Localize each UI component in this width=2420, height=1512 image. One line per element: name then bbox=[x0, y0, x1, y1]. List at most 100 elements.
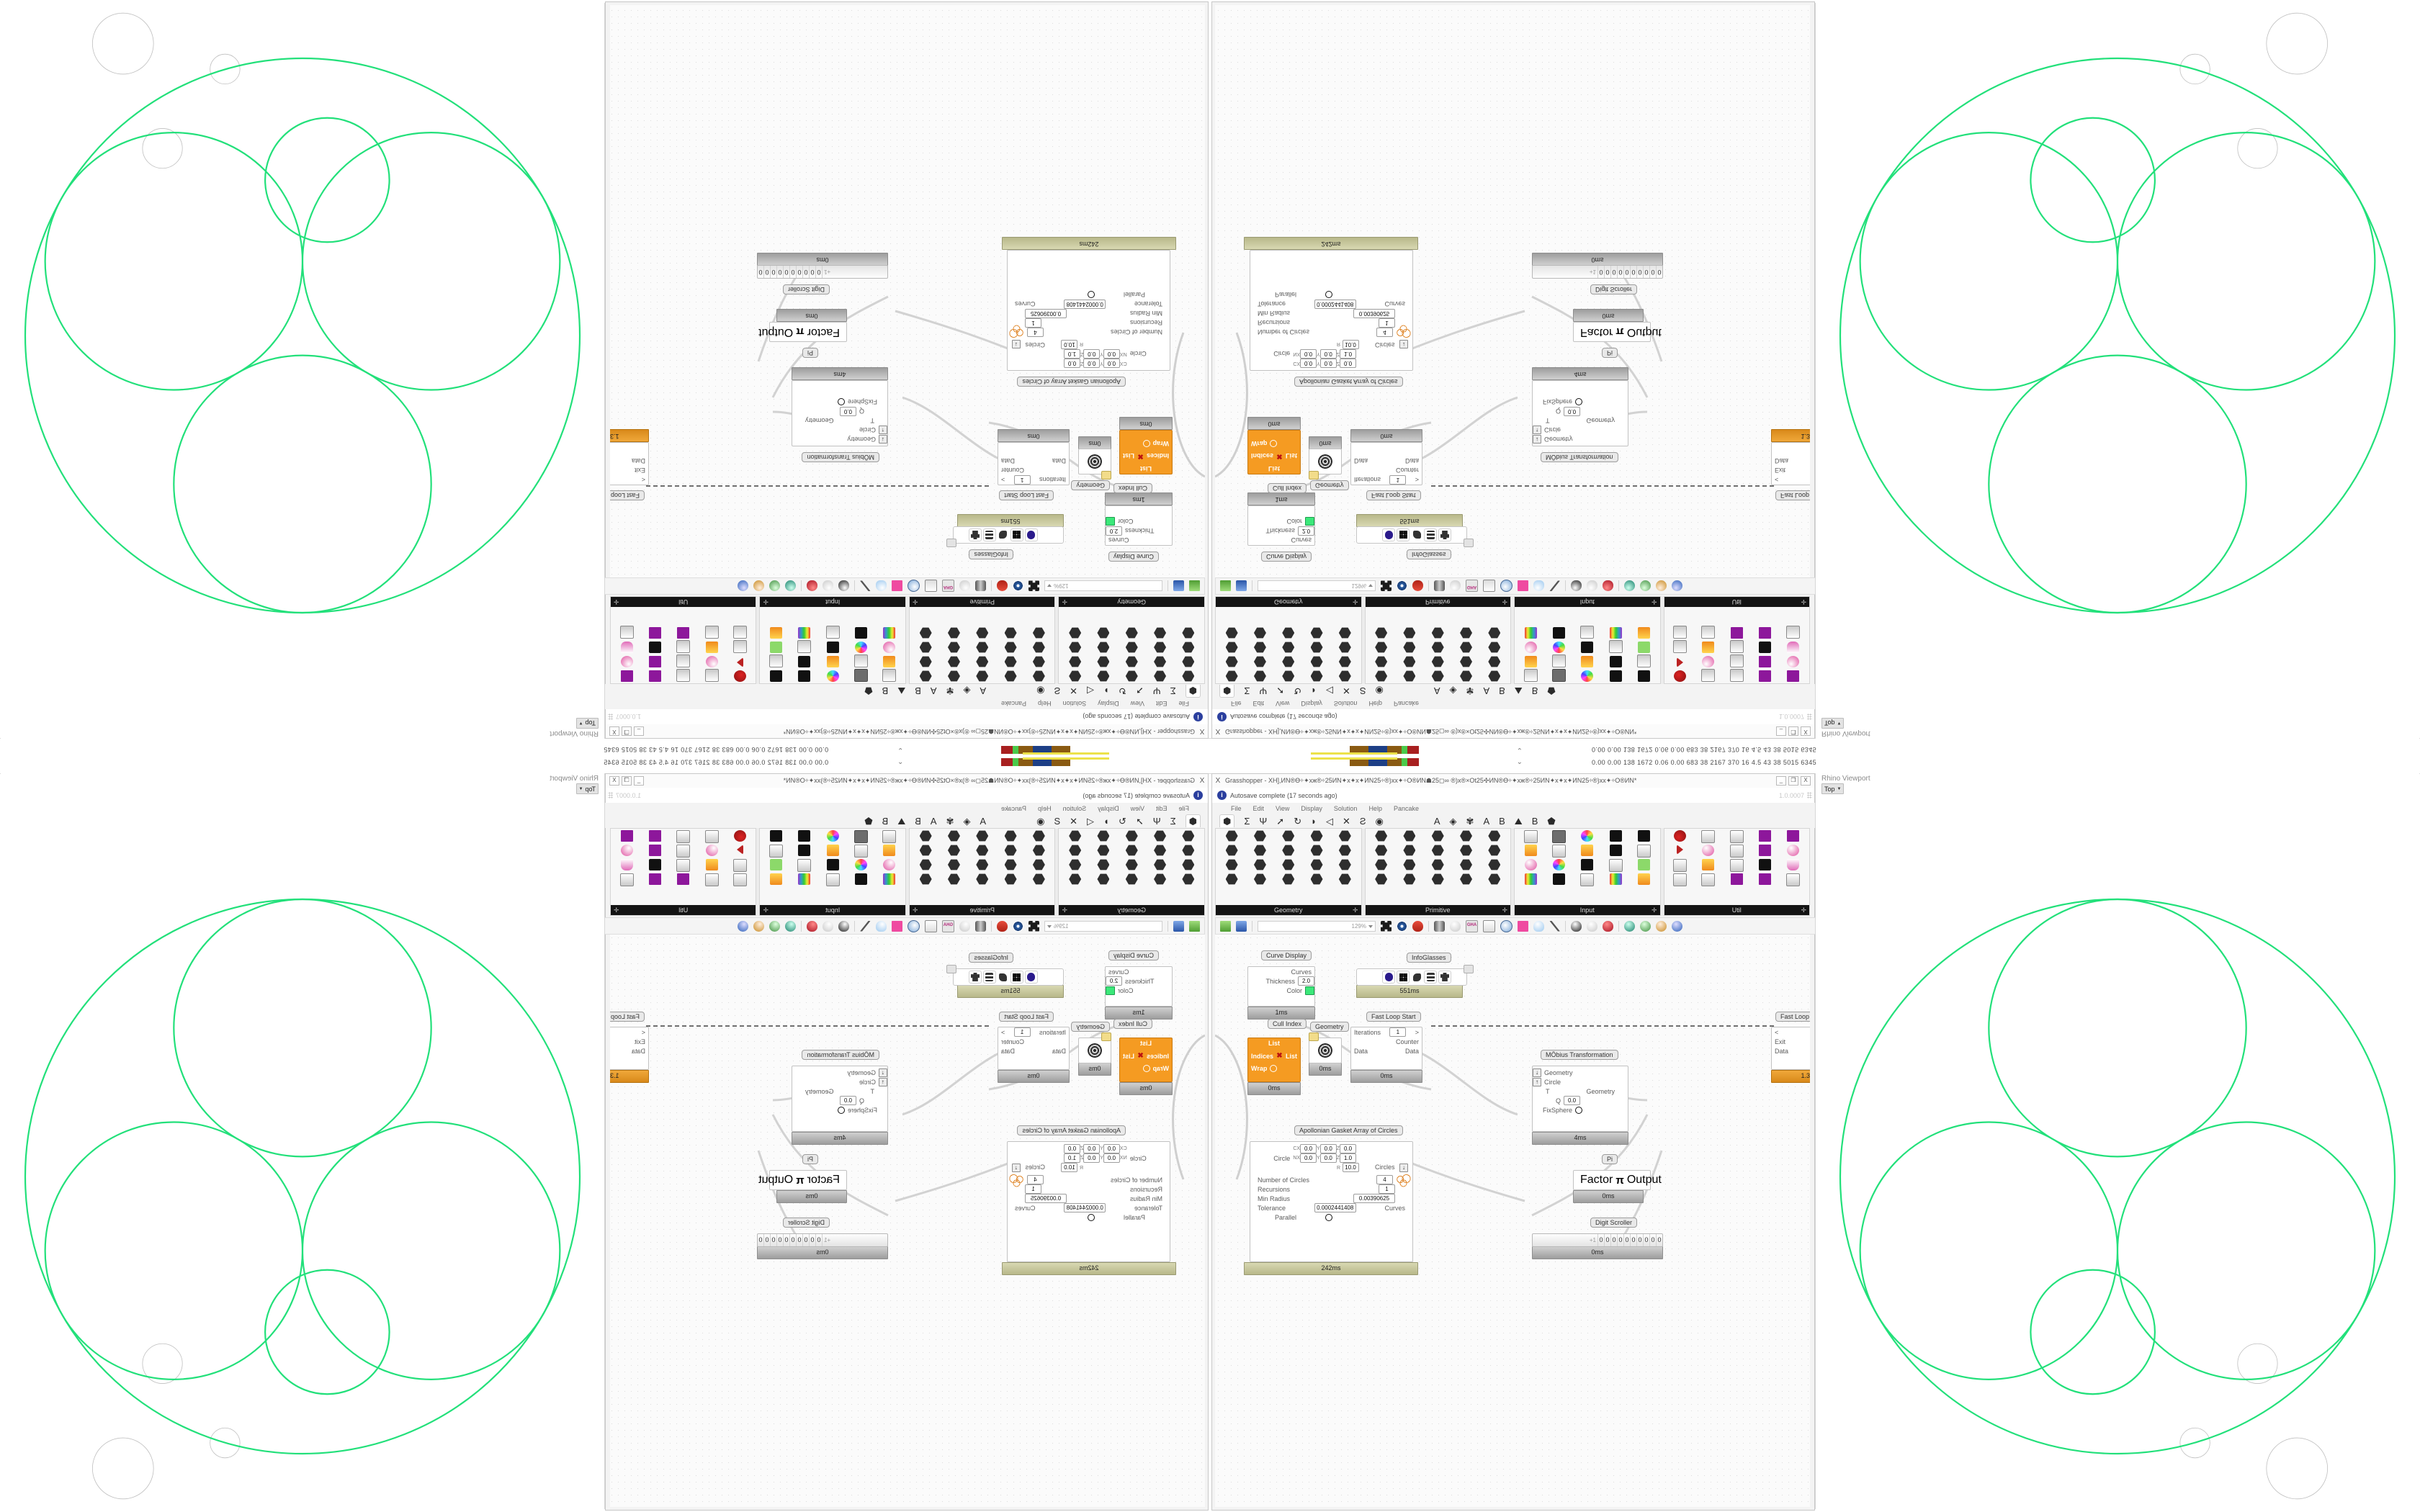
tab-display-icon[interactable]: ◉ bbox=[1375, 685, 1384, 697]
component-icon-0-12[interactable] bbox=[1126, 859, 1138, 870]
digit-8[interactable]: 0 bbox=[1649, 266, 1656, 278]
resize-grip-icon[interactable] bbox=[608, 714, 613, 720]
tab-intersect-icon[interactable]: ✕ bbox=[1342, 815, 1350, 827]
doc-preview-green-icon[interactable] bbox=[1640, 920, 1651, 932]
grid-icon[interactable] bbox=[1010, 528, 1023, 541]
component-icon-0-19[interactable] bbox=[1069, 873, 1081, 885]
tab-a2-icon[interactable]: A bbox=[930, 685, 937, 697]
tab-display-icon[interactable]: ◉ bbox=[1375, 815, 1384, 827]
menu-item-pancake[interactable]: Pancake bbox=[1001, 700, 1027, 708]
component-icon-2-13[interactable] bbox=[1608, 859, 1623, 872]
component-icon-2-7[interactable] bbox=[826, 845, 839, 856]
node-caption-geometry-param[interactable]: Geometry bbox=[1071, 480, 1110, 490]
cull-index-balloon-icon[interactable] bbox=[1309, 1032, 1319, 1041]
component-icon-1-13[interactable] bbox=[948, 642, 960, 653]
tab-params-icon[interactable]: ⬢ bbox=[1219, 685, 1235, 698]
iterations-value[interactable]: 1 bbox=[1013, 1027, 1031, 1037]
radius-value[interactable]: 10.0 bbox=[1061, 340, 1078, 349]
node-caption-curve-display[interactable]: Curve Display bbox=[1108, 552, 1159, 562]
component-icon-2-12[interactable] bbox=[1581, 642, 1594, 653]
component-icon-3-1[interactable] bbox=[704, 669, 719, 682]
node-caption-infoglasses[interactable]: InfoGlasses bbox=[969, 953, 1013, 963]
zoom-extents-icon[interactable] bbox=[1028, 581, 1039, 592]
component-icon-2-19[interactable] bbox=[1637, 627, 1650, 639]
component-icon-0-17[interactable] bbox=[1282, 873, 1295, 885]
component-icon-1-19[interactable] bbox=[1488, 627, 1500, 639]
component-icon-3-12[interactable] bbox=[1729, 640, 1744, 653]
component-icon-2-9[interactable] bbox=[769, 654, 784, 667]
preview-icon[interactable] bbox=[1013, 580, 1023, 592]
node-fast-loop-start[interactable]: Iterations 1 > Counter Data Data bbox=[998, 442, 1070, 485]
component-icon-0-4[interactable] bbox=[1069, 670, 1081, 682]
node-caption-pi[interactable]: Pi bbox=[802, 1154, 818, 1164]
remote-panel-icon[interactable] bbox=[1533, 920, 1544, 932]
tab-curve-icon[interactable]: ↻ bbox=[1118, 685, 1126, 697]
component-icon-1-0[interactable] bbox=[1033, 670, 1045, 682]
arrow-down-icon[interactable]: ↓ bbox=[879, 435, 887, 444]
component-icon-2-5[interactable] bbox=[1524, 656, 1537, 667]
menu-item-help[interactable]: Help bbox=[1368, 804, 1382, 812]
component-icon-0-15[interactable] bbox=[1182, 873, 1194, 885]
component-icon-2-2[interactable] bbox=[1581, 830, 1594, 842]
tab-a-icon[interactable]: A bbox=[980, 685, 987, 697]
gh-close-icon[interactable]: X bbox=[1215, 727, 1221, 735]
tolerance-value[interactable]: 0.0002441408 bbox=[1064, 300, 1106, 309]
component-icon-0-14[interactable] bbox=[1069, 859, 1081, 870]
component-icon-1-9[interactable] bbox=[920, 845, 932, 856]
stack-icon[interactable] bbox=[983, 971, 996, 984]
component-icon-2-19[interactable] bbox=[770, 627, 783, 639]
component-icon-1-2[interactable] bbox=[976, 830, 988, 842]
digit-0[interactable]: 0 bbox=[1597, 1234, 1604, 1246]
viewport-projection-dropdown[interactable]: Top ▼ bbox=[575, 718, 599, 729]
wire-display-icon[interactable] bbox=[1549, 920, 1560, 932]
tab-bug-icon[interactable]: ⬟ bbox=[1547, 815, 1556, 827]
search-icon[interactable] bbox=[1500, 580, 1512, 593]
node-caption-infoglasses[interactable]: InfoGlasses bbox=[1407, 953, 1451, 963]
ribbon-icon-grid[interactable] bbox=[611, 607, 756, 683]
node-mobius[interactable]: ↓ Geometry ↑ Circle T Geometry Q 0.0 Fix… bbox=[792, 380, 888, 446]
stack-icon[interactable] bbox=[1424, 971, 1437, 984]
node-caption-apollonian[interactable]: Apollonian Gasket Array of Circles bbox=[1294, 1125, 1403, 1135]
ribbon-group-expand-icon[interactable]: ✛ bbox=[1801, 906, 1806, 914]
component-icon-0-17[interactable] bbox=[1282, 627, 1294, 639]
node-curve-display[interactable]: Curves Thickness 2.0 Color bbox=[1105, 966, 1173, 1007]
digit-7[interactable]: 0 bbox=[771, 1234, 777, 1246]
cluster-icon[interactable] bbox=[1434, 580, 1445, 592]
wire-display-icon[interactable] bbox=[1549, 581, 1560, 592]
tab-brain-icon[interactable]: ✾ bbox=[1466, 815, 1474, 827]
zoom-level-field[interactable]: 129% bbox=[1258, 580, 1376, 592]
thickness-value[interactable]: 2.0 bbox=[1106, 526, 1122, 536]
component-icon-3-6[interactable] bbox=[705, 845, 718, 856]
component-icon-3-15[interactable] bbox=[732, 873, 747, 886]
component-icon-0-6[interactable] bbox=[1154, 656, 1166, 667]
search-icon[interactable] bbox=[1500, 919, 1512, 932]
ribbon-icon-grid[interactable] bbox=[611, 829, 756, 905]
blob-icon[interactable] bbox=[998, 529, 1009, 541]
component-icon-1-4[interactable] bbox=[1488, 670, 1500, 682]
component-icon-1-5[interactable] bbox=[1033, 845, 1045, 856]
ribbon-group-util[interactable]: Util ✛ bbox=[1663, 596, 1810, 684]
component-icon-2-18[interactable] bbox=[1609, 627, 1622, 639]
doc-preview-green-icon[interactable] bbox=[769, 920, 780, 932]
infoglasses-balloon-icon[interactable] bbox=[1464, 539, 1474, 547]
component-icon-3-6[interactable] bbox=[705, 656, 718, 667]
component-icon-3-7[interactable] bbox=[1729, 845, 1744, 858]
normal-y[interactable]: 0.0 bbox=[1319, 349, 1337, 359]
ribbon-icon-grid[interactable] bbox=[1366, 829, 1511, 905]
component-icon-3-13[interactable] bbox=[648, 859, 661, 870]
component-icon-2-11[interactable] bbox=[855, 642, 868, 653]
open-file-icon[interactable] bbox=[1220, 580, 1231, 592]
viewport-projection-dropdown[interactable]: Top ▼ bbox=[1821, 783, 1845, 794]
bake-flame-icon[interactable] bbox=[997, 920, 1008, 932]
component-icon-0-2[interactable] bbox=[1282, 670, 1294, 682]
component-icon-0-2[interactable] bbox=[1282, 830, 1295, 842]
component-icon-2-8[interactable] bbox=[1609, 656, 1622, 667]
component-icon-0-11[interactable] bbox=[1253, 859, 1266, 870]
node-caption-fast-loop-end[interactable]: Fast Loop End bbox=[610, 1012, 645, 1022]
center-z[interactable]: 0.0 bbox=[1064, 359, 1080, 368]
tab-bug-icon[interactable]: ⬟ bbox=[864, 685, 873, 697]
component-icon-0-6[interactable] bbox=[1154, 845, 1166, 856]
menu-item-edit[interactable]: Edit bbox=[1155, 804, 1168, 812]
arrow-down-icon[interactable]: ↓ bbox=[879, 1068, 887, 1077]
gh-titlebar[interactable]: X Grasshopper - XH],ИN®Ө÷✦xж®÷25ИN✦x✦x✦И… bbox=[1212, 724, 1814, 738]
